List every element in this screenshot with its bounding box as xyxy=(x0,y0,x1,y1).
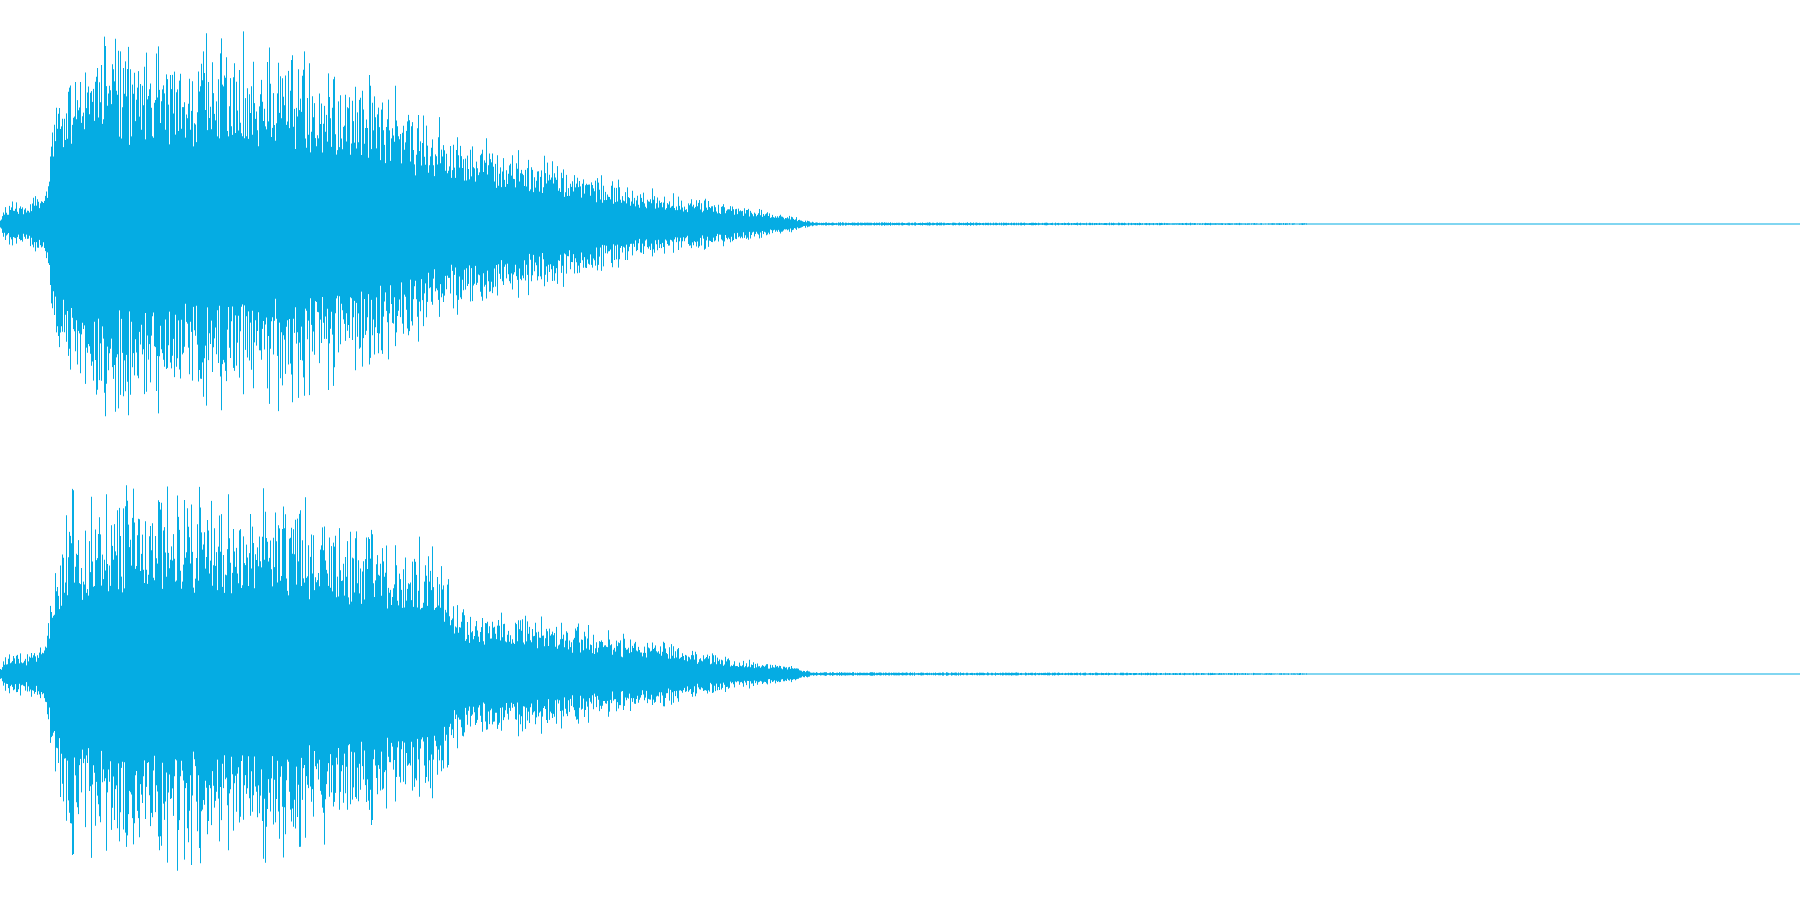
channel-1-waveform-svg xyxy=(0,31,1800,417)
waveform-trace xyxy=(0,485,1307,871)
channel-2-waveform-svg xyxy=(0,485,1800,871)
channel-1-waveform xyxy=(0,31,1800,417)
waveform-trace xyxy=(0,31,1307,417)
channel-2-waveform xyxy=(0,450,1800,900)
